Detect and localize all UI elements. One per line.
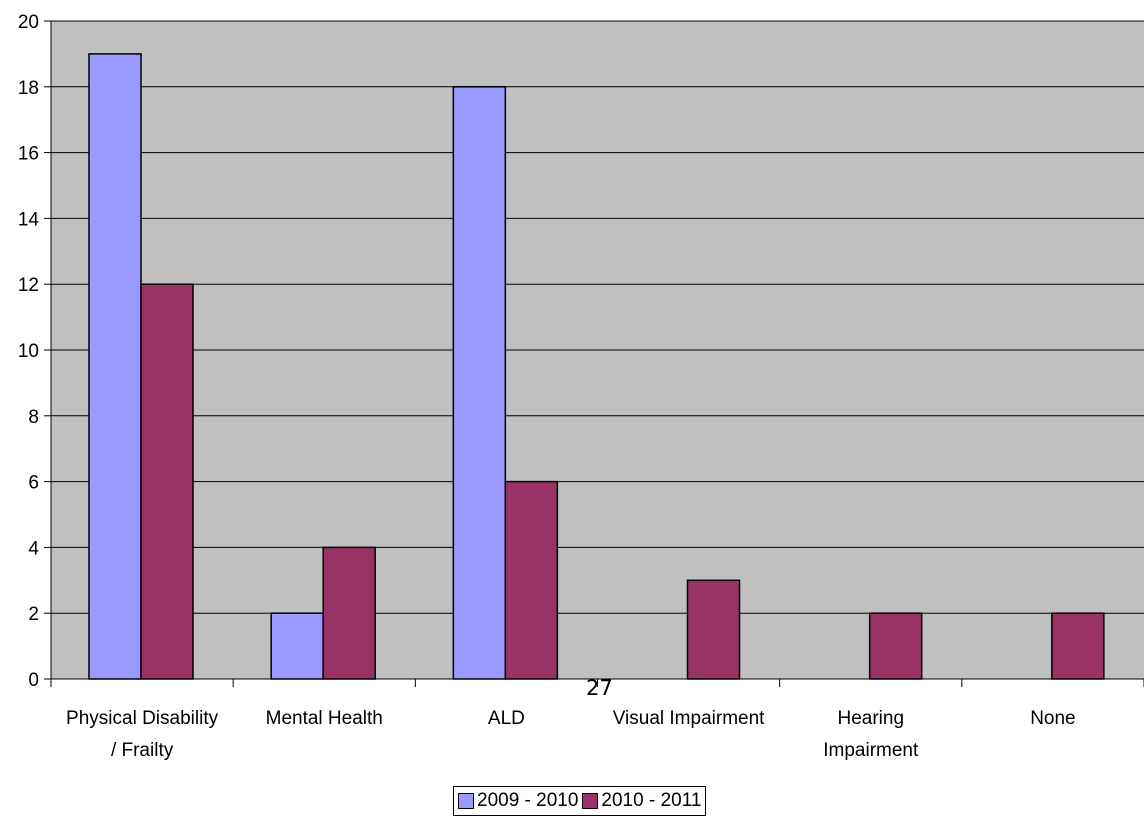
y-tick-label: 14	[18, 209, 40, 230]
bars	[88, 53, 1105, 680]
x-tick-label: Hearing	[837, 708, 904, 729]
bar	[88, 53, 142, 680]
y-tick-labels: 0 2 4 6 8 10 12 14 16 18 20	[18, 12, 40, 691]
bar	[140, 283, 194, 680]
legend: 2009 - 2010 2010 - 2011	[453, 786, 707, 816]
gridlines	[51, 20, 1144, 614]
bar	[270, 612, 324, 680]
page-number: 27	[586, 676, 613, 700]
y-tick-label: 4	[28, 538, 39, 559]
bar	[686, 579, 741, 680]
legend-label: 2009 - 2010	[477, 790, 579, 811]
legend-item: 2010 - 2011	[582, 790, 701, 812]
legend-swatch	[582, 793, 599, 809]
y-tick-label: 20	[18, 12, 39, 33]
legend-label: 2010 - 2011	[601, 790, 702, 811]
bar	[504, 480, 559, 680]
bar	[452, 86, 507, 680]
bar	[322, 546, 376, 680]
y-tick-label: 2	[28, 604, 39, 625]
y-tick-label: 16	[18, 144, 39, 165]
y-tick-label: 0	[28, 670, 39, 691]
y-tick-label: 10	[18, 341, 39, 362]
legend-item: 2009 - 2010	[458, 790, 578, 812]
axes	[44, 20, 1144, 687]
x-tick-label: Impairment	[823, 740, 919, 761]
y-tick-label: 6	[28, 473, 39, 494]
x-tick-label: Visual Impairment	[613, 708, 765, 729]
bar	[868, 612, 923, 680]
x-tick-label: / Frailty	[111, 740, 174, 761]
y-tick-label: 18	[18, 78, 39, 99]
bar	[1051, 612, 1105, 680]
x-tick-label: None	[1030, 708, 1075, 729]
legend-swatch	[458, 793, 474, 809]
y-tick-label: 12	[18, 275, 39, 296]
x-tick-label: Physical Disability	[66, 708, 219, 729]
x-tick-label: Mental Health	[266, 708, 383, 729]
x-tick-labels: Physical Disability / Frailty Mental Healt…	[66, 708, 1076, 761]
y-tick-label: 8	[28, 407, 39, 428]
x-tick-label: ALD	[488, 708, 525, 729]
